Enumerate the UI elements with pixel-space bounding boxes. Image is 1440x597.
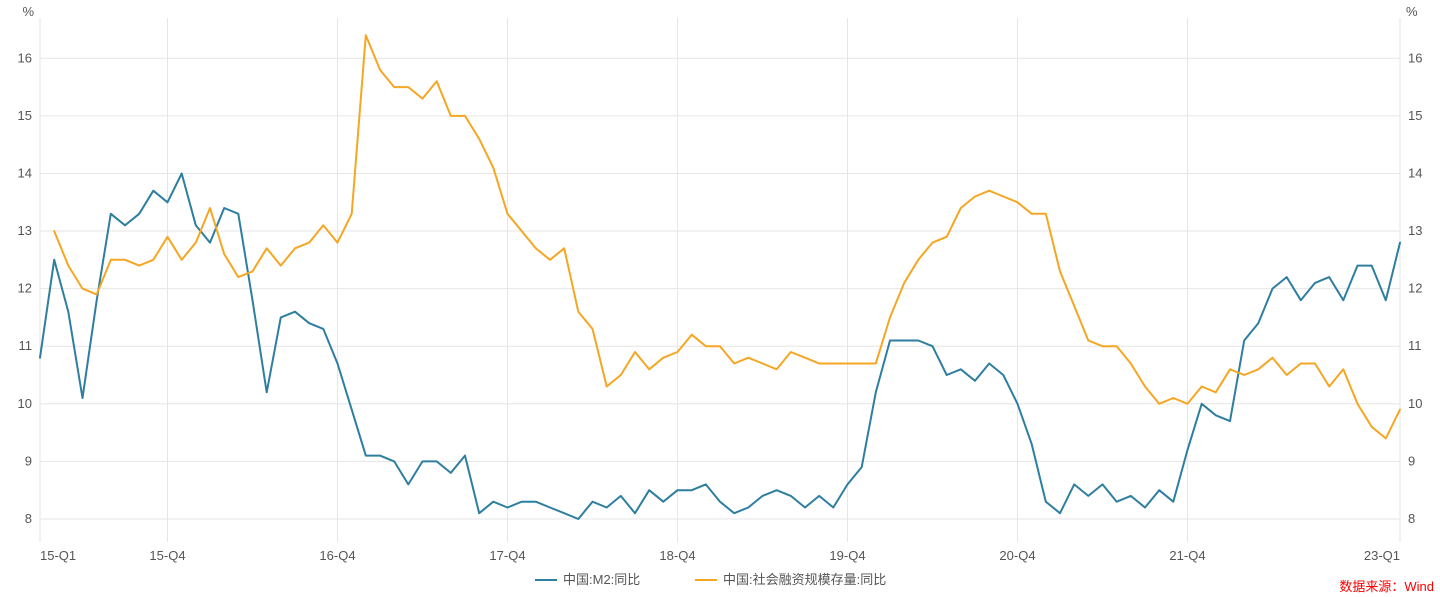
y-tick-label-left: 16 xyxy=(18,50,32,65)
x-tick-label: 23-Q1 xyxy=(1364,548,1400,563)
source-note: 数据来源：Wind xyxy=(1339,576,1434,595)
x-tick-label: 21-Q4 xyxy=(1169,548,1205,563)
y-tick-label-right: 10 xyxy=(1408,396,1422,411)
series-group xyxy=(40,35,1400,519)
y-tick-label-right: 14 xyxy=(1408,165,1422,180)
y-tick-label-left: 15 xyxy=(18,108,32,123)
legend-item: 中国:M2:同比 xyxy=(535,572,640,587)
y-unit-right: % xyxy=(1406,4,1418,19)
x-tick-label: 19-Q4 xyxy=(829,548,865,563)
x-tick-label: 17-Q4 xyxy=(489,548,525,563)
x-tick-label: 18-Q4 xyxy=(659,548,695,563)
x-tick-label: 16-Q4 xyxy=(319,548,355,563)
legend-label: 中国:M2:同比 xyxy=(563,572,640,587)
line-chart: 8 8 9 9 10 10 11 11 12 12 13 13 14 14 15 15 16 16 15-Q1 15-… xyxy=(0,0,1440,597)
y-tick-label-right: 13 xyxy=(1408,223,1422,238)
y-tick-label-left: 13 xyxy=(18,223,32,238)
x-tick-label: 20-Q4 xyxy=(999,548,1035,563)
y-tick-label-left: 11 xyxy=(19,338,33,353)
x-tick-label: 15-Q1 xyxy=(40,548,76,563)
y-tick-label-right: 12 xyxy=(1408,281,1422,296)
legend-label: 中国:社会融资规模存量:同比 xyxy=(723,572,886,587)
axes: 8 8 9 9 10 10 11 11 12 12 13 13 14 14 15 15 16 16 15-Q1 15-… xyxy=(18,4,1423,563)
legend-item: 中国:社会融资规模存量:同比 xyxy=(695,572,886,587)
y-tick-label-left: 8 xyxy=(25,511,32,526)
y-unit-left: % xyxy=(22,4,34,19)
y-tick-label-right: 9 xyxy=(1408,453,1415,468)
series-social-financing xyxy=(54,35,1400,438)
legend: 中国:M2:同比 中国:社会融资规模存量:同比 xyxy=(535,572,886,587)
chart-container: 8 8 9 9 10 10 11 11 12 12 13 13 14 14 15 15 16 16 15-Q1 15-… xyxy=(0,0,1440,597)
y-tick-label-left: 9 xyxy=(25,453,32,468)
y-tick-label-left: 10 xyxy=(18,396,32,411)
y-tick-label-left: 14 xyxy=(18,165,32,180)
y-tick-label-right: 8 xyxy=(1408,511,1415,526)
y-tick-label-right: 15 xyxy=(1408,108,1422,123)
y-tick-label-right: 11 xyxy=(1408,338,1422,353)
y-tick-label-right: 16 xyxy=(1408,50,1422,65)
y-tick-label-left: 12 xyxy=(18,281,32,296)
grid xyxy=(40,18,1400,542)
x-tick-label: 15-Q4 xyxy=(149,548,185,563)
